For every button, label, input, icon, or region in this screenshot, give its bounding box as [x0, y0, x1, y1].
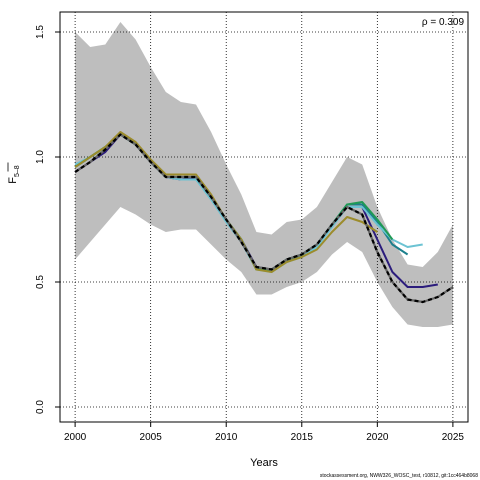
y-tick-label-1.5: 1.5 — [35, 25, 46, 39]
y-axis-title: F5–8 — [7, 162, 21, 184]
grid-layer — [60, 12, 468, 422]
x-tick-label-2005: 2005 — [140, 432, 163, 443]
y-tick-label-0.5: 0.5 — [35, 275, 46, 289]
y-tick-label-1: 1.0 — [35, 150, 46, 164]
y-axis-title-main: F — [7, 177, 19, 184]
x-axis-title: Years — [250, 457, 278, 469]
svg-text:F5–8: F5–8 — [7, 165, 21, 184]
plot-frame — [59, 11, 469, 423]
x-tick-label-2010: 2010 — [215, 432, 238, 443]
y-tick-label-0: 0.0 — [35, 400, 46, 414]
series-line-0 — [74, 133, 454, 304]
axis-layer: 2000 2005 2010 2015 2020 2025 0.0 0.5 1.0 1.5 — [35, 25, 464, 443]
confidence-band-layer — [75, 22, 453, 327]
y-axis-title-subscript: 5–8 — [14, 165, 21, 177]
x-tick-label-2025: 2025 — [442, 432, 465, 443]
series-layer — [74, 131, 454, 304]
rho-annotation: ρ = 0.309 — [422, 17, 465, 28]
credit-text: stockassessment.org, NWW326_WOSC_test, r… — [320, 473, 478, 479]
confidence-band — [75, 22, 453, 327]
x-tick-label-2020: 2020 — [366, 432, 389, 443]
x-tick-label-2015: 2015 — [291, 432, 314, 443]
x-tick-label-2000: 2000 — [64, 432, 87, 443]
